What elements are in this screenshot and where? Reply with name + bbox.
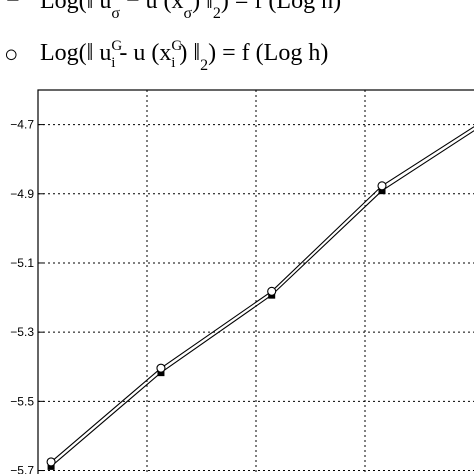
legend-part: − u (x	[120, 0, 184, 14]
legend-part: ) ‖	[179, 40, 200, 66]
legend-part: - u (x	[119, 40, 171, 66]
legend-part: i	[171, 55, 175, 71]
data-point-circle	[156, 363, 166, 373]
data-point-circle	[377, 181, 387, 191]
legend-entry-series-2: ○ Log(‖ uG i - u (xG i) ‖2) = f (Log h)	[4, 38, 328, 74]
plot-area: −4.7 −4.9 −5.1 −5.3 −5.5 −5.7	[10, 89, 474, 474]
y-tick-label: −5.1	[10, 256, 34, 270]
data-point-square	[378, 187, 386, 195]
plot-frame	[37, 89, 474, 474]
y-axis-ticks: −4.7 −4.9 −5.1 −5.3 −5.5 −5.7	[10, 118, 44, 474]
legend-symbol-series-2: ○	[4, 42, 19, 68]
y-tick-label: −5.3	[10, 325, 34, 339]
legend-part: ) = f (Log h)	[221, 0, 341, 14]
legend-part: i	[111, 55, 115, 71]
legend-part: σ	[184, 5, 193, 22]
series-lines	[50, 126, 474, 467]
data-point-circle	[46, 457, 56, 467]
legend-entry-series-1: − Log(‖ uσ − u (xσ) ‖2) = f (Log h)	[6, 0, 341, 22]
legend-symbol-series-1: −	[6, 0, 20, 14]
legend-part: Log(‖ u	[40, 0, 111, 14]
legend: − Log(‖ uσ − u (xσ) ‖2) = f (Log h) ○ Lo…	[4, 0, 341, 74]
legend-part: ) = f (Log h)	[208, 40, 328, 66]
series-line-1	[50, 130, 474, 467]
legend-part: Log(‖ u	[40, 40, 111, 66]
gridlines	[38, 90, 474, 474]
legend-part: ) ‖	[192, 0, 213, 14]
y-tick-label: −4.7	[10, 118, 34, 132]
y-tick-label: −5.5	[10, 394, 34, 408]
y-tick-label: −5.7	[10, 464, 34, 474]
data-point-circle	[267, 286, 277, 296]
y-tick-label: −4.9	[10, 187, 34, 201]
legend-text-series-1: Log(‖ uσ − u (xσ) ‖2) = f (Log h)	[40, 0, 341, 22]
legend-part: G	[171, 38, 182, 54]
legend-text-series-2: Log(‖ uG i - u (xG i) ‖2) = f (Log h)	[40, 38, 328, 74]
legend-part: σ	[111, 5, 120, 22]
series-line-2	[50, 126, 474, 463]
legend-part: G	[111, 38, 122, 54]
series-markers	[46, 181, 387, 470]
legend-part: 2	[213, 5, 221, 22]
legend-part: 2	[200, 57, 208, 74]
